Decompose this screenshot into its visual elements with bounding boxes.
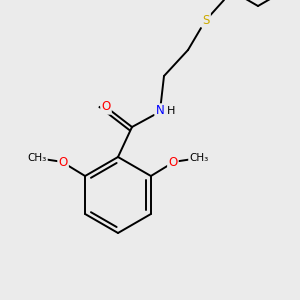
Text: O: O	[101, 100, 111, 113]
Text: O: O	[168, 155, 178, 169]
Text: CH₃: CH₃	[189, 153, 208, 163]
Text: H: H	[167, 106, 175, 116]
Text: CH₃: CH₃	[28, 153, 47, 163]
Text: N: N	[156, 104, 164, 118]
Text: S: S	[202, 14, 210, 26]
Text: O: O	[58, 155, 68, 169]
